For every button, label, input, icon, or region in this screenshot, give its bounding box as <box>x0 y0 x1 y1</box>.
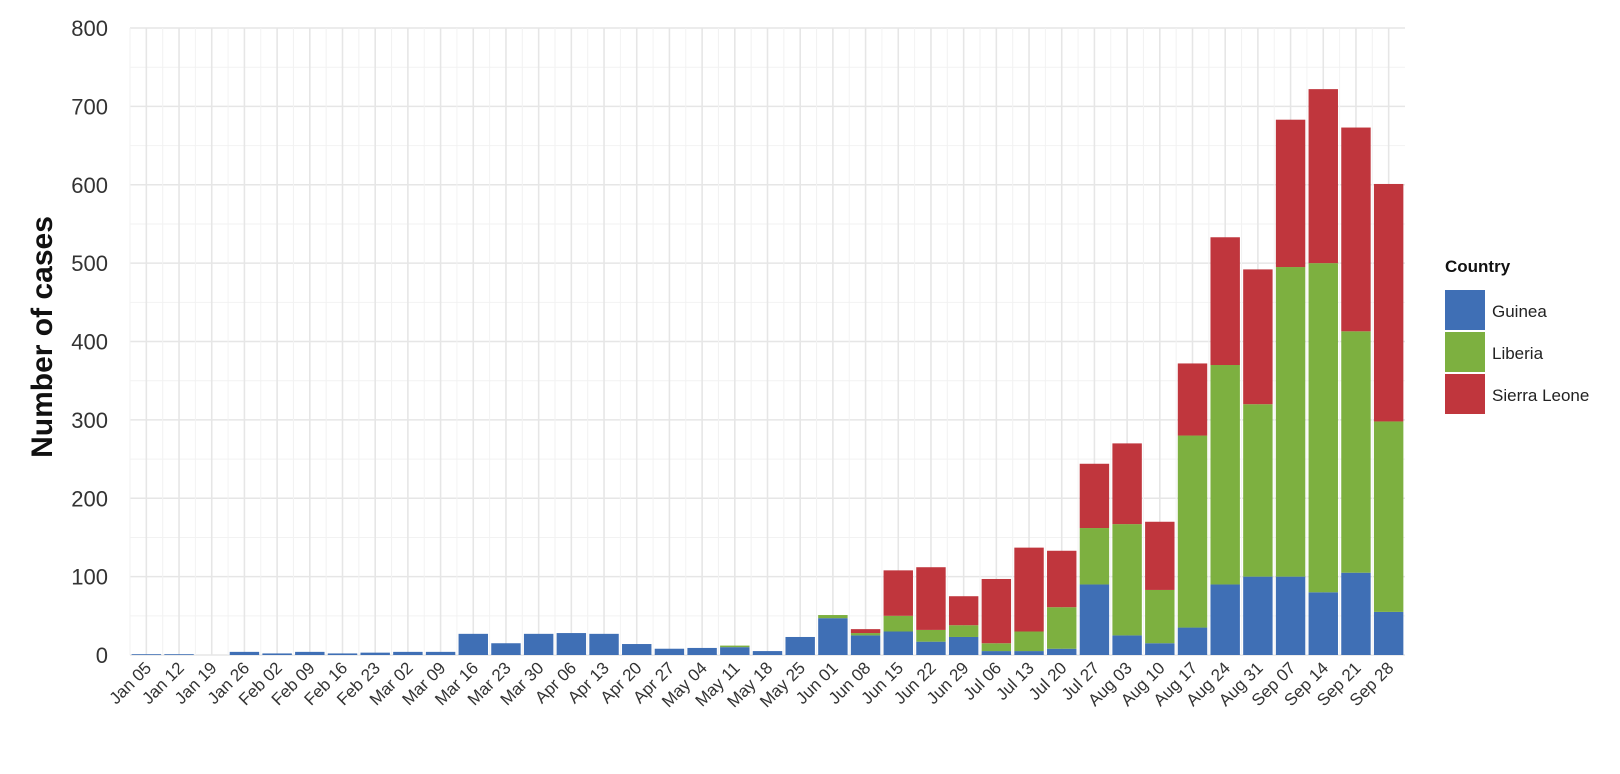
bar-guinea <box>523 633 554 655</box>
bar-liberia <box>850 633 881 636</box>
bar-guinea <box>1177 627 1208 655</box>
bar-guinea <box>981 651 1012 655</box>
legend-label: Sierra Leone <box>1492 386 1589 405</box>
bar-guinea <box>850 635 881 655</box>
legend: Country Guinea Liberia Sierra Leone <box>1445 257 1589 414</box>
legend-swatch <box>1445 332 1485 372</box>
bar-sierra-leone <box>916 567 946 630</box>
legend-swatch <box>1445 374 1485 414</box>
bar-liberia <box>981 643 1012 652</box>
bar-guinea <box>1341 572 1371 655</box>
bar-guinea <box>1373 611 1404 655</box>
bar-guinea <box>1275 576 1306 655</box>
bar-sierra-leone <box>1341 127 1371 332</box>
bar-liberia <box>1145 589 1175 644</box>
bar-guinea <box>589 633 619 655</box>
bar-guinea <box>785 636 815 655</box>
bar-sierra-leone <box>1079 463 1110 529</box>
bar-liberia <box>818 615 848 619</box>
bar-guinea <box>818 618 848 655</box>
bar-sierra-leone <box>1014 547 1044 632</box>
y-tick-label: 300 <box>71 408 108 433</box>
bar-liberia <box>948 625 979 637</box>
bar-liberia <box>1047 607 1077 649</box>
bar-sierra-leone <box>1308 89 1338 264</box>
bar-guinea <box>1079 584 1110 655</box>
bar-liberia <box>1308 263 1338 593</box>
bar-liberia <box>1177 435 1208 628</box>
legend-label: Guinea <box>1492 302 1547 321</box>
bar-guinea <box>720 647 750 655</box>
legend-swatch <box>1445 290 1485 330</box>
bar-liberia <box>1112 524 1142 636</box>
bar-sierra-leone <box>850 629 881 634</box>
y-tick-label: 100 <box>71 565 108 590</box>
bar-guinea <box>229 651 260 655</box>
bar-guinea <box>752 651 783 655</box>
bar-guinea <box>1047 648 1077 655</box>
bar-sierra-leone <box>1210 237 1240 366</box>
bar-guinea <box>916 641 946 655</box>
bar-guinea <box>556 633 587 655</box>
bar-guinea <box>948 636 979 655</box>
bar-guinea <box>393 651 423 655</box>
bar-liberia <box>1014 631 1044 652</box>
bar-liberia <box>1373 421 1404 612</box>
bar-guinea <box>1145 643 1175 655</box>
bar-liberia <box>1341 331 1371 573</box>
y-tick-label: 500 <box>71 251 108 276</box>
bar-sierra-leone <box>1275 119 1306 268</box>
bar-liberia <box>916 629 946 642</box>
y-axis-ticks: 0 100 200 300 400 500 600 700 800 <box>71 16 108 668</box>
bar-guinea <box>360 652 390 655</box>
bar-liberia <box>1243 404 1273 577</box>
y-tick-label: 200 <box>71 486 108 511</box>
bar-guinea <box>164 654 194 655</box>
bar-guinea <box>1210 584 1240 655</box>
bar-liberia <box>1210 365 1240 585</box>
bar-guinea <box>1243 576 1273 655</box>
bar-guinea <box>491 643 521 655</box>
bar-liberia <box>1275 267 1306 577</box>
bar-sierra-leone <box>883 570 913 616</box>
bar-guinea <box>1308 592 1338 655</box>
bar-liberia <box>883 615 913 632</box>
bar-guinea <box>295 651 325 655</box>
bar-sierra-leone <box>1145 521 1175 590</box>
bar-sierra-leone <box>1047 550 1077 608</box>
y-axis-label: Number of cases <box>26 216 59 458</box>
y-tick-label: 0 <box>96 643 108 668</box>
bar-guinea <box>1014 651 1044 655</box>
y-tick-label: 400 <box>71 330 108 355</box>
bar-liberia <box>720 645 750 648</box>
bar-guinea <box>327 653 358 655</box>
legend-title: Country <box>1445 257 1511 276</box>
bar-guinea <box>1112 635 1142 655</box>
y-tick-label: 700 <box>71 94 108 119</box>
bar-sierra-leone <box>1373 183 1404 422</box>
bar-guinea <box>654 648 685 655</box>
bar-guinea <box>262 653 292 655</box>
bar-guinea <box>622 644 652 655</box>
y-tick-label: 600 <box>71 173 108 198</box>
bar-guinea <box>131 654 162 655</box>
bar-sierra-leone <box>948 596 979 626</box>
bar-sierra-leone <box>1177 363 1208 436</box>
legend-label: Liberia <box>1492 344 1544 363</box>
bar-liberia <box>1079 528 1110 585</box>
bars <box>131 89 1404 655</box>
bar-guinea <box>458 633 488 655</box>
y-tick-label: 800 <box>71 16 108 41</box>
bar-sierra-leone <box>1112 443 1142 525</box>
bar-guinea <box>425 651 456 655</box>
bar-guinea <box>687 647 717 655</box>
bar-guinea <box>883 631 913 655</box>
bar-sierra-leone <box>1243 269 1273 405</box>
bar-sierra-leone <box>981 578 1012 644</box>
